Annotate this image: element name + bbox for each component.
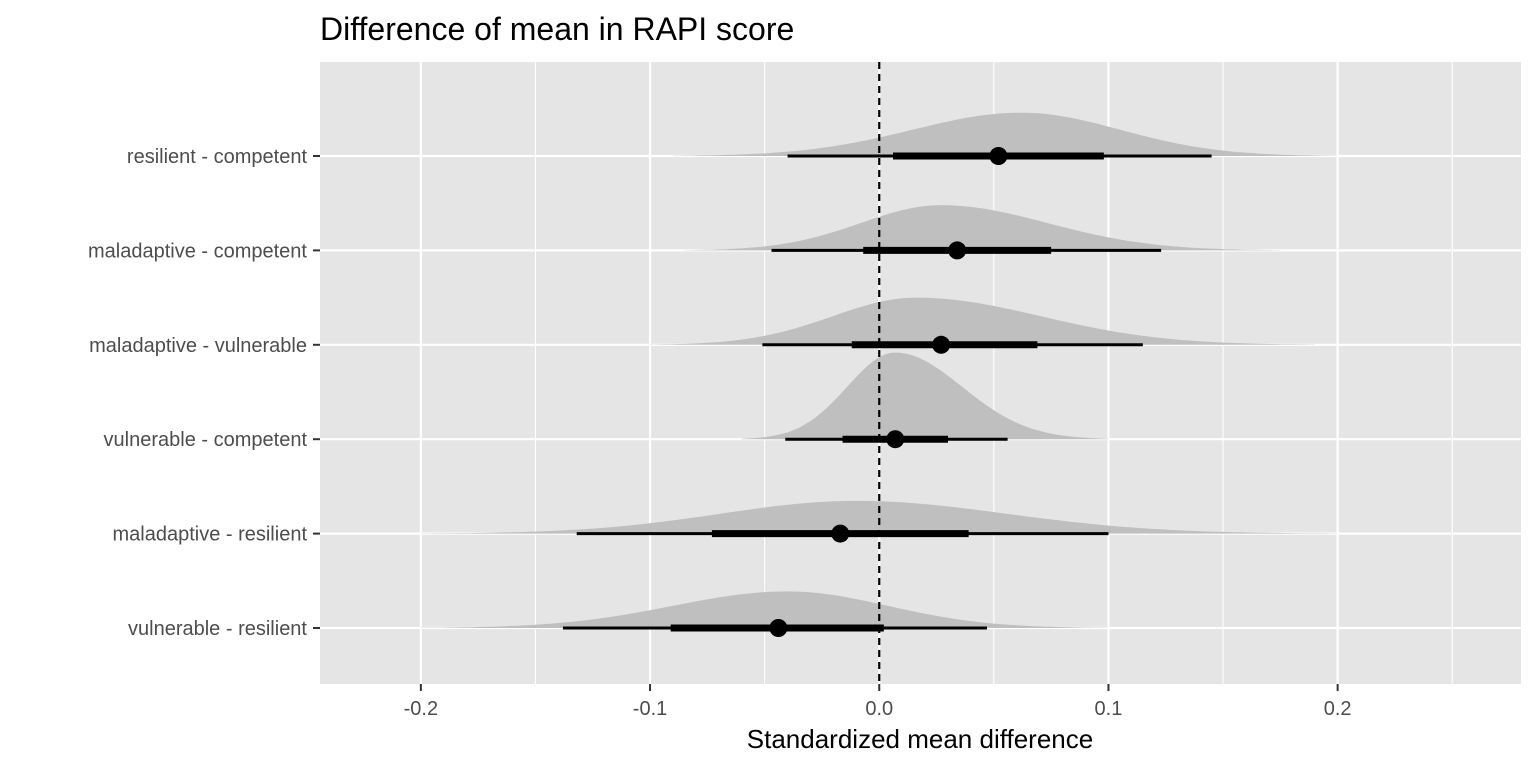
minor-grid (534, 62, 1453, 684)
x-axis: -0.2 -0.1 0.0 0.1 0.2 (404, 684, 1352, 720)
x-tick-label: 0.0 (865, 698, 893, 720)
density-curve (673, 112, 1338, 156)
density-curve (741, 352, 1109, 440)
x-tick-label: 0.2 (1324, 698, 1352, 720)
y-tick-label: vulnerable - competent (104, 429, 308, 451)
point-estimate (769, 619, 788, 637)
density-curve (650, 297, 1315, 345)
x-tick-label: -0.1 (633, 698, 667, 720)
chart-title: Difference of mean in RAPI score (320, 11, 794, 47)
y-tick-label: resilient - competent (127, 146, 308, 168)
point-estimate (948, 241, 967, 260)
point-layer (769, 147, 1008, 637)
point-estimate (886, 430, 905, 449)
density-curve (420, 500, 1338, 534)
y-tick-label: maladaptive - vulnerable (89, 335, 307, 357)
point-estimate (932, 335, 951, 354)
y-axis: resilient - competent maladaptive - compe… (88, 146, 320, 640)
y-tick-label: maladaptive - resilient (112, 524, 307, 546)
density-curve (684, 205, 1281, 251)
x-axis-label: Standardized mean difference (747, 724, 1093, 754)
y-tick-label: maladaptive - competent (88, 240, 307, 262)
x-tick-label: -0.2 (404, 698, 438, 720)
point-estimate (989, 147, 1008, 165)
density-layer (420, 112, 1338, 628)
x-tick-label: 0.1 (1095, 698, 1123, 720)
point-estimate (831, 524, 850, 543)
density-curve (420, 591, 1109, 628)
y-tick-label: vulnerable - resilient (128, 618, 307, 640)
